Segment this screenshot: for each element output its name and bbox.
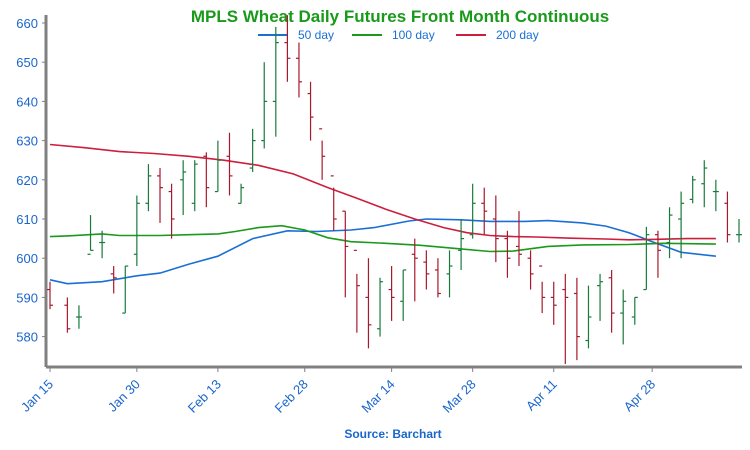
legend-item-200-day: 200 day — [456, 27, 539, 43]
y-tick-label: 650 — [16, 55, 38, 70]
legend-label-50-day: 50 day — [298, 28, 335, 42]
legend-label-200-day: 200 day — [496, 28, 539, 42]
chart-title: MPLS Wheat Daily Futures Front Month Con… — [190, 7, 610, 26]
x-tick-label: Feb 28 — [272, 377, 311, 416]
legend-swatch-200-day — [456, 34, 486, 36]
y-tick-label: 660 — [16, 16, 38, 31]
x-tick-label: Feb 13 — [185, 377, 224, 416]
legend-swatch-50-day — [258, 34, 288, 36]
y-tick-label: 620 — [16, 173, 38, 188]
y-tick-label: 630 — [16, 134, 38, 149]
y-tick-label: 600 — [16, 251, 38, 266]
series-line-100-day — [49, 224, 716, 253]
y-tick-label: 590 — [16, 290, 38, 305]
x-tick-label: Mar 14 — [359, 377, 398, 416]
x-tick-label: Jan 15 — [18, 377, 56, 415]
chart-legend: 50 day 100 day 200 day — [0, 27, 750, 43]
x-tick-label: Apr 28 — [621, 377, 659, 415]
legend-label-100-day: 100 day — [392, 28, 435, 42]
x-tick-label: Apr 11 — [523, 377, 560, 414]
legend-item-50-day: 50 day — [258, 27, 334, 43]
legend-swatch-100-day — [352, 34, 382, 36]
y-tick-label: 640 — [16, 94, 38, 109]
x-tick-label: Jan 30 — [105, 377, 143, 415]
x-tick-label: Mar 28 — [440, 377, 479, 416]
series-line-200-day — [49, 143, 716, 241]
y-tick-label: 580 — [16, 330, 38, 345]
y-tick-label: 610 — [16, 212, 38, 227]
chart-source: Source: Barchart — [344, 427, 442, 441]
legend-item-100-day: 100 day — [352, 27, 435, 43]
series-line-50-day — [49, 218, 716, 285]
